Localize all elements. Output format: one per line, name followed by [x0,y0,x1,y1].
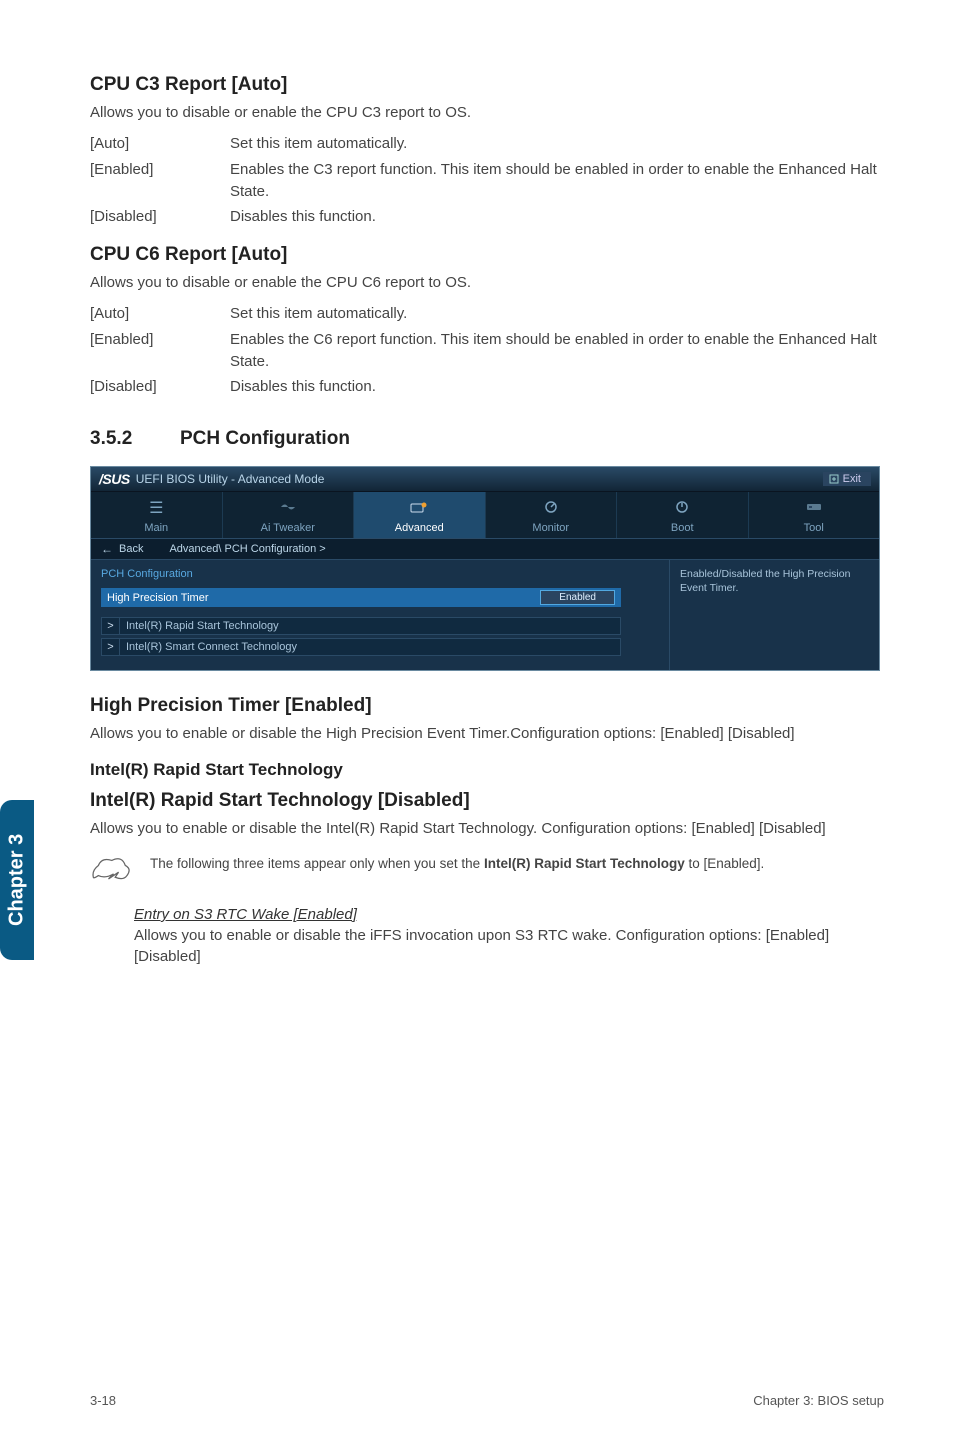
section-number: 3.5.2 [90,428,180,450]
exit-label: Exit [843,473,861,485]
back-label[interactable]: Back [119,543,143,555]
bios-tabs: ☰ Main Ai Tweaker Advanced Monitor Boot [91,492,879,538]
opt-val: Enables the C6 report function. This ite… [230,327,884,375]
bios-left-panel: PCH Configuration High Precision Timer E… [91,560,669,670]
pch-config-title: PCH Configuration [101,568,659,580]
cpu-c3-options: [Auto]Set this item automatically. [Enab… [90,131,884,230]
note-block: The following three items appear only wh… [90,853,884,888]
submenu-label: Intel(R) Smart Connect Technology [120,639,303,655]
exit-icon [829,474,839,484]
opt-key: [Enabled] [90,157,230,205]
tab-label: Main [144,522,168,534]
cpu-c3-title: CPU C3 Report [Auto] [90,74,884,96]
opt-val: Set this item automatically. [230,131,884,157]
page-footer: 3-18 Chapter 3: BIOS setup [0,1363,954,1438]
back-arrow-icon[interactable]: ← [101,542,113,556]
tab-label: Boot [671,522,694,534]
tab-tool[interactable]: Tool [749,492,880,538]
note-pre: The following three items appear only wh… [150,856,484,871]
help-line: Enabled/Disabled the High Precision [680,568,869,582]
boot-icon [617,500,748,518]
note-bold: Intel(R) Rapid Start Technology [484,856,685,871]
main-icon: ☰ [91,500,222,518]
tab-label: Advanced [395,522,444,534]
chapter-side-tab: Chapter 3 [0,800,34,960]
help-line: Event Timer. [680,582,869,596]
entry-title: Entry on S3 RTC Wake [Enabled] [134,906,884,923]
rst-desc: Allows you to enable or disable the Inte… [90,818,884,839]
opt-key: [Disabled] [90,204,230,230]
hpt-title: High Precision Timer [Enabled] [90,695,884,717]
cpu-c6-title: CPU C6 Report [Auto] [90,244,884,266]
chevron-right-icon: > [102,639,120,655]
bios-title-text: UEFI BIOS Utility - Advanced Mode [136,472,823,486]
tab-main[interactable]: ☰ Main [91,492,223,538]
submenu-label: Intel(R) Rapid Start Technology [120,618,285,634]
bios-titlebar: /SUS UEFI BIOS Utility - Advanced Mode E… [91,467,879,492]
monitor-icon [486,500,617,518]
tab-label: Monitor [532,522,569,534]
entry-desc: Allows you to enable or disable the iFFS… [134,925,884,967]
opt-key: [Auto] [90,131,230,157]
note-icon [90,853,132,888]
tab-boot[interactable]: Boot [617,492,749,538]
cpu-c6-options: [Auto]Set this item automatically. [Enab… [90,301,884,400]
tab-advanced[interactable]: Advanced [354,492,486,538]
advanced-icon [354,500,485,518]
high-precision-timer-row[interactable]: High Precision Timer Enabled [101,588,621,607]
rst-title: Intel(R) Rapid Start Technology [Disable… [90,790,884,812]
opt-val: Set this item automatically. [230,301,884,327]
rapid-start-submenu[interactable]: > Intel(R) Rapid Start Technology [101,617,621,635]
smart-connect-submenu[interactable]: > Intel(R) Smart Connect Technology [101,638,621,656]
tab-label: Ai Tweaker [261,522,315,534]
tweaker-icon [223,500,354,518]
entry-block: Entry on S3 RTC Wake [Enabled] Allows yo… [134,906,884,967]
row-value[interactable]: Enabled [540,590,615,605]
opt-key: [Disabled] [90,374,230,400]
opt-val: Disables this function. [230,204,884,230]
opt-val: Enables the C3 report function. This ite… [230,157,884,205]
section-title: PCH Configuration [180,428,350,449]
tool-icon [749,500,880,518]
page-number: 3-18 [90,1393,116,1408]
opt-key: [Auto] [90,301,230,327]
bios-help-panel: Enabled/Disabled the High Precision Even… [669,560,879,670]
chapter-label: Chapter 3: BIOS setup [753,1393,884,1408]
hpt-desc: Allows you to enable or disable the High… [90,723,884,744]
bios-screenshot: /SUS UEFI BIOS Utility - Advanced Mode E… [90,466,880,671]
cpu-c3-desc: Allows you to disable or enable the CPU … [90,102,884,123]
asus-logo: /SUS [99,471,130,487]
section-3-5-2: 3.5.2PCH Configuration [90,428,884,450]
row-label: High Precision Timer [107,592,520,604]
note-text: The following three items appear only wh… [150,853,764,874]
tab-label: Tool [804,522,824,534]
opt-val: Disables this function. [230,374,884,400]
opt-key: [Enabled] [90,327,230,375]
tab-ai-tweaker[interactable]: Ai Tweaker [223,492,355,538]
note-post: to [Enabled]. [685,856,765,871]
cpu-c6-desc: Allows you to disable or enable the CPU … [90,272,884,293]
bios-exit-button[interactable]: Exit [823,472,871,486]
tab-monitor[interactable]: Monitor [486,492,618,538]
bios-breadcrumb: ← Back Advanced\ PCH Configuration > [91,538,879,560]
rst-heading: Intel(R) Rapid Start Technology [90,760,884,780]
breadcrumb-path: Advanced\ PCH Configuration > [169,543,325,555]
chevron-right-icon: > [102,618,120,634]
